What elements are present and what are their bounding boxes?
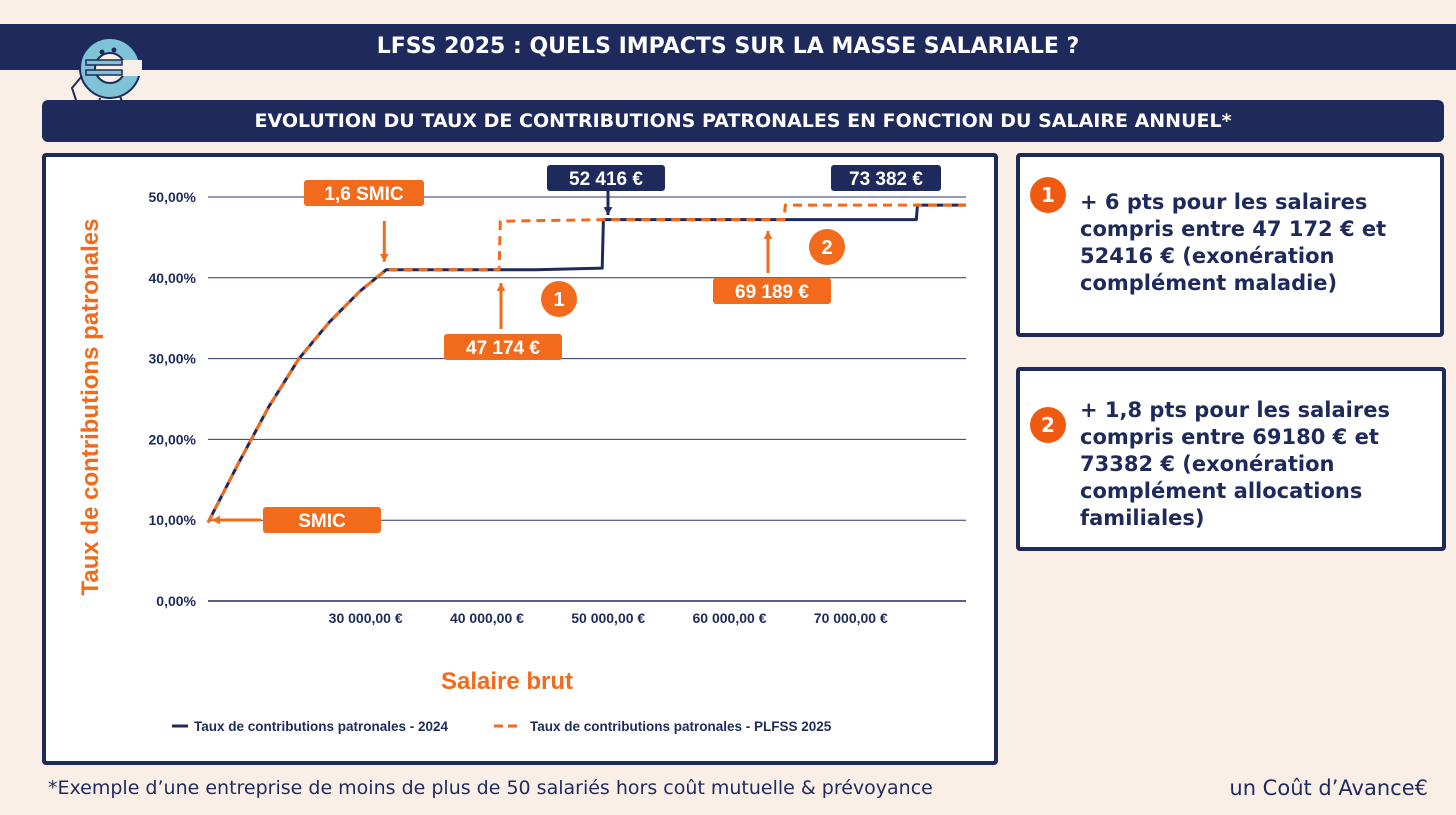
rate-chart: 0,00% 10,00% 20,00% 30,00% 40,00% 50,00% 30 00…: [77, 165, 966, 734]
annotation-smic-box: [263, 507, 381, 533]
x-tick-label: 50 000,00 €: [571, 610, 645, 626]
x-tick-label: 30 000,00 €: [329, 610, 403, 626]
annotation-73382-text: 73 382 €: [849, 169, 923, 190]
annotation-73382-box: [831, 165, 941, 191]
info-text: + 1,8 pts pour les salaires compris entr…: [1080, 398, 1390, 530]
info-number-badge: 1: [1030, 177, 1066, 213]
annotation-52416-box: [547, 165, 665, 191]
brand-logo: un Coût d’Avance€: [1229, 776, 1428, 800]
y-tick-label: 10,00%: [149, 512, 197, 528]
annotation-1-6-smic-arrow-head: [379, 253, 389, 262]
chart-panel: 0,00% 10,00% 20,00% 30,00% 40,00% 50,00% 30 00…: [42, 153, 998, 765]
annotation-52416-text: 52 416 €: [569, 169, 643, 190]
annotation-69189-arrow-head: [763, 231, 773, 239]
info-text: + 6 pts pour les salaires compris entre …: [1080, 190, 1387, 295]
marker-label: 2: [821, 237, 832, 259]
page-title: LFSS 2025 : QUELS IMPACTS SUR LA MASSE S…: [0, 24, 1456, 70]
annotation-1-6-smic-text: 1,6 SMIC: [324, 184, 403, 205]
annotation-smic-arrow-head: [212, 515, 220, 525]
y-tick-label: 30,00%: [149, 351, 197, 367]
x-tick-label: 40 000,00 €: [450, 610, 524, 626]
y-tick-label: 50,00%: [149, 189, 197, 205]
footnote: *Exemple d’une entreprise de moins de pl…: [48, 777, 933, 799]
annotation-52416-arrow-head: [603, 207, 613, 215]
series-line-1: [206, 203, 966, 524]
annotation-47174-box: [444, 334, 562, 360]
marker-label: 1: [553, 289, 564, 311]
chart-subtitle: EVOLUTION DU TAUX DE CONTRIBUTIONS PATRO…: [42, 100, 1444, 142]
y-axis-title: Taux de contributions patronales: [77, 219, 104, 596]
annotation-69189-box: [713, 278, 831, 304]
info-number-badge: 2: [1030, 407, 1066, 443]
x-tick-label: 60 000,00 €: [693, 610, 767, 626]
marker-badge: [809, 229, 845, 265]
y-tick-label: 40,00%: [149, 270, 197, 286]
marker-badge: [541, 281, 577, 317]
series-line-2: [206, 203, 966, 524]
y-tick-label: 0,00%: [156, 593, 196, 609]
legend-label: Taux de contributions patronales - 2024: [194, 719, 449, 734]
info-box-2: 2 + 1,8 pts pour les salaires compris en…: [1016, 367, 1446, 551]
annotation-47174-arrow-head: [496, 283, 506, 291]
annotation-69189-text: 69 189 €: [735, 282, 809, 303]
annotation-1-6-smic-box: [304, 180, 424, 206]
x-axis-title: Salaire brut: [441, 668, 573, 695]
annotation-47174-text: 47 174 €: [466, 338, 540, 359]
x-tick-label: 70 000,00 €: [814, 610, 888, 626]
y-tick-label: 20,00%: [149, 431, 197, 447]
legend-label: Taux de contributions patronales - PLFSS…: [530, 719, 832, 734]
info-box-1: 1 + 6 pts pour les salaires compris entr…: [1016, 153, 1444, 337]
annotation-smic-text: SMIC: [298, 511, 346, 532]
